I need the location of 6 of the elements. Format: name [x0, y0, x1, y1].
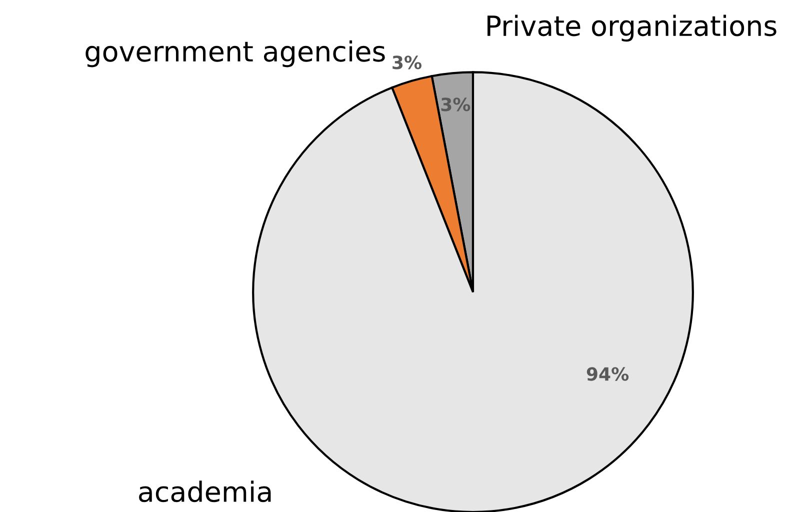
data-label: 3%	[441, 98, 470, 112]
slice-label: academia	[139, 480, 271, 502]
slice-label: Private organizations	[488, 14, 776, 42]
slice-label: government agencies	[86, 40, 385, 68]
data-label: 3%	[392, 56, 422, 70]
data-label: 94%	[586, 367, 629, 381]
